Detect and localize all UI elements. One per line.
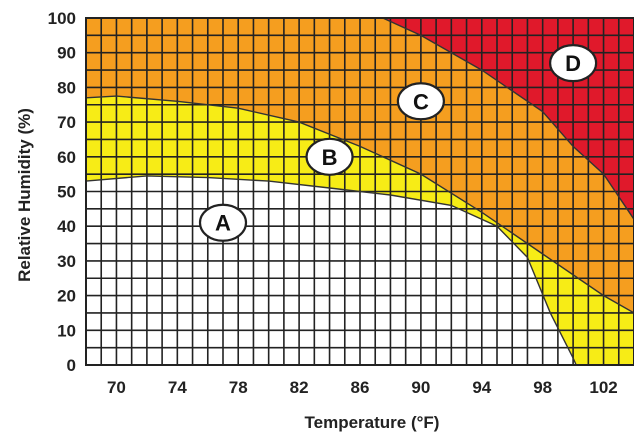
y-tick-label: 70 [57, 113, 76, 132]
y-tick-label: 30 [57, 252, 76, 271]
zone-label-a: A [198, 203, 248, 242]
y-tick-label: 40 [57, 217, 76, 236]
y-tick-label: 90 [57, 44, 76, 63]
zone-label-text: A [215, 211, 231, 236]
y-tick-label: 20 [57, 287, 76, 306]
x-tick-label: 98 [533, 378, 552, 397]
zone-label-text: C [413, 89, 429, 114]
x-tick-label: 70 [107, 378, 126, 397]
x-axis-title: Temperature (°F) [305, 413, 440, 432]
zone-label-badge [396, 82, 445, 121]
y-tick-label: 0 [67, 356, 76, 375]
zone-label-c: C [396, 82, 445, 121]
x-tick-label: 94 [472, 378, 491, 397]
zone-label-b: B [305, 137, 354, 176]
zone-label-badge [305, 137, 354, 176]
zone-label-text: D [565, 51, 581, 76]
zone-label-badge [198, 203, 248, 242]
x-tick-label: 78 [229, 378, 248, 397]
boundary-c-d [382, 17, 634, 220]
y-tick-label: 10 [57, 321, 76, 340]
zone-label-text: B [322, 145, 338, 170]
y-tick-label: 60 [57, 148, 76, 167]
y-tick-label: 50 [57, 183, 76, 202]
y-tick-label: 80 [57, 78, 76, 97]
boundary-a-b [85, 175, 577, 366]
y-axis-title: Relative Humidity (%) [15, 108, 34, 282]
zone-labels: A B C D [198, 44, 598, 242]
y-axis-ticks: 0 10 20 30 40 50 60 70 80 90 100 [48, 9, 76, 375]
x-tick-label: 90 [411, 378, 430, 397]
x-tick-label: 82 [290, 378, 309, 397]
plot-frame [85, 17, 634, 366]
x-tick-label: 74 [168, 378, 187, 397]
x-axis-ticks: 70 74 78 82 86 90 94 98 102 [107, 378, 618, 397]
x-tick-label: 102 [589, 378, 617, 397]
boundary-b-c [85, 95, 634, 314]
zone-boundaries [85, 17, 634, 366]
x-tick-label: 86 [351, 378, 370, 397]
zone-label-badge [549, 44, 598, 83]
zone-label-d: D [549, 44, 598, 83]
y-tick-label: 100 [48, 9, 76, 28]
